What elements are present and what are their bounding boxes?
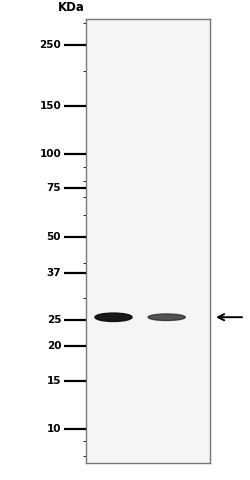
Text: 37: 37 (46, 268, 61, 278)
Text: 75: 75 (46, 183, 61, 193)
Text: 250: 250 (40, 40, 61, 50)
Text: 20: 20 (47, 341, 61, 351)
Text: 100: 100 (40, 149, 61, 159)
Text: 150: 150 (40, 101, 61, 111)
Text: 25: 25 (47, 314, 61, 324)
Ellipse shape (95, 313, 132, 322)
Text: 15: 15 (47, 375, 61, 385)
Text: 50: 50 (47, 232, 61, 242)
Text: 10: 10 (47, 424, 61, 434)
Ellipse shape (148, 314, 185, 321)
Text: KDa: KDa (58, 1, 84, 14)
